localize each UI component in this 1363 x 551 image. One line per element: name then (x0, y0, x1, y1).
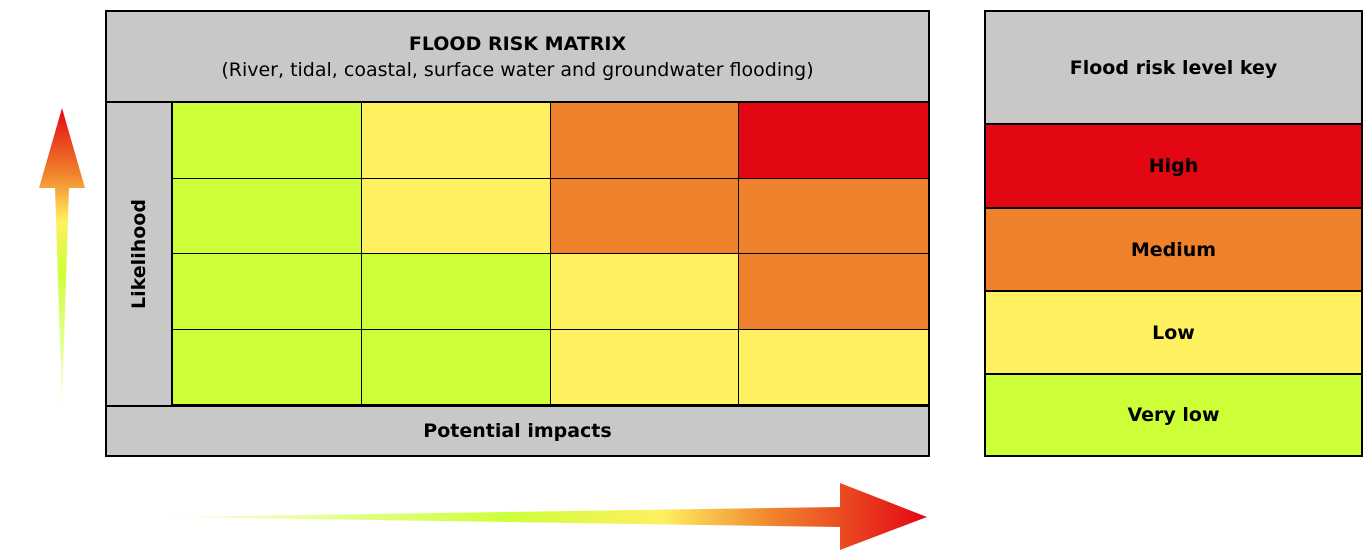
risk-cell-high (739, 103, 928, 179)
risk-cell-low (550, 254, 740, 330)
likelihood-arrow-icon (39, 108, 85, 405)
risk-cell-low (361, 103, 551, 179)
matrix-header: FLOOD RISK MATRIX (River, tidal, coastal… (107, 12, 928, 103)
risk-cell-very-low (173, 178, 362, 254)
risk-cell-very-low (361, 329, 551, 405)
matrix-title: FLOOD RISK MATRIX (408, 32, 627, 55)
key-item-very-low: Very low (986, 373, 1361, 455)
key-title: Flood risk level key (1069, 56, 1278, 79)
impacts-arrow-icon (170, 483, 927, 550)
risk-cell-medium (739, 178, 928, 254)
key-item-low: Low (986, 290, 1361, 373)
risk-cell-very-low (173, 329, 362, 405)
risk-cell-low (550, 329, 740, 405)
flood-risk-matrix: FLOOD RISK MATRIX (River, tidal, coastal… (105, 10, 930, 457)
risk-cell-low (361, 178, 551, 254)
risk-cell-medium (550, 103, 740, 179)
risk-cell-very-low (173, 103, 362, 179)
risk-grid (173, 103, 928, 405)
risk-cell-low (739, 329, 928, 405)
likelihood-axis: Likelihood (107, 103, 173, 405)
matrix-subtitle: (River, tidal, coastal, surface water an… (221, 58, 814, 81)
impacts-label: Potential impacts (423, 420, 612, 442)
likelihood-label: Likelihood (128, 199, 150, 309)
risk-cell-very-low (361, 254, 551, 330)
risk-cell-very-low (173, 254, 362, 330)
key-item-medium: Medium (986, 207, 1361, 290)
risk-level-key: Flood risk level key High Medium Low Ver… (984, 10, 1363, 457)
risk-cell-medium (550, 178, 740, 254)
impacts-axis: Potential impacts (107, 405, 928, 455)
risk-cell-medium (739, 254, 928, 330)
key-item-high: High (986, 123, 1361, 207)
